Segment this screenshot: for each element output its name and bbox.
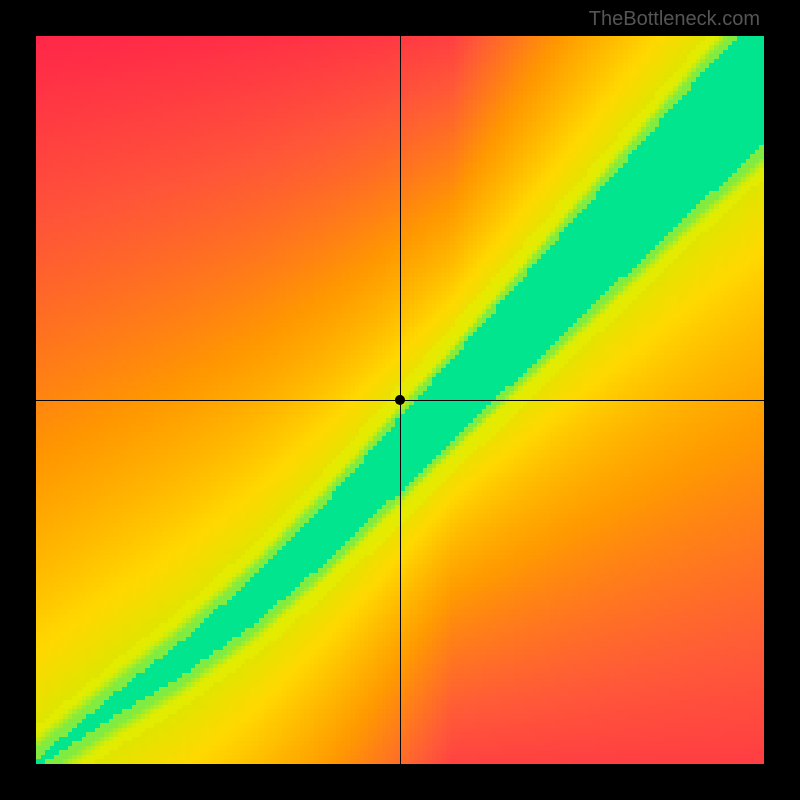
bottleneck-heatmap [36,36,764,764]
watermark-text: TheBottleneck.com [589,8,760,31]
heatmap-canvas [36,36,764,764]
